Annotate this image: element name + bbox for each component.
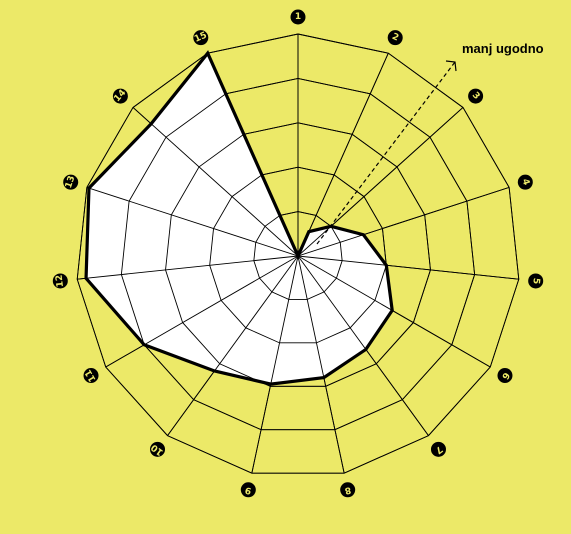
- web-spoke-9: [251, 255, 299, 474]
- data-point-13: [87, 186, 91, 190]
- web-spoke-12: [77, 255, 299, 280]
- direction-arrow: [316, 61, 456, 245]
- svg-text:15: 15: [193, 31, 209, 45]
- data-point-14: [149, 122, 153, 125]
- svg-text:13: 13: [64, 175, 77, 190]
- data-point-12: [84, 277, 88, 280]
- data-point-15: [206, 51, 209, 55]
- axis-label-15: 15: [193, 30, 209, 46]
- data-point-6: [391, 309, 394, 312]
- svg-text:1: 1: [295, 12, 301, 22]
- data-point-2: [307, 230, 311, 233]
- annotation-label: manj ugodno: [462, 41, 544, 56]
- web-ring-2: [209, 166, 387, 344]
- svg-text:11: 11: [84, 368, 99, 384]
- axis-label-8: 8: [340, 482, 356, 498]
- web-ring-4: [120, 77, 476, 431]
- axis-label-1: 1: [290, 9, 306, 25]
- data-point-10: [213, 369, 216, 373]
- axis-label-10: 10: [150, 442, 166, 457]
- data-point-1: [296, 254, 300, 258]
- svg-text:3: 3: [470, 90, 482, 101]
- axis-label-11: 11: [83, 368, 99, 384]
- axis-label-3: 3: [468, 88, 484, 104]
- web-spoke-14: [132, 107, 299, 257]
- web-spoke-3: [297, 107, 464, 257]
- data-area-layer: [86, 53, 393, 385]
- web-ring-5: [76, 33, 520, 474]
- web-ring-3: [165, 122, 431, 387]
- axis-label-2: 2: [387, 30, 403, 46]
- svg-text:7: 7: [433, 443, 444, 455]
- data-point-8: [322, 376, 326, 379]
- data-point-4: [362, 233, 365, 236]
- web-spoke-11: [105, 255, 299, 368]
- svg-text:9: 9: [244, 484, 252, 495]
- web-ring-1: [253, 211, 343, 300]
- data-point-5: [385, 264, 388, 267]
- web-spoke-4: [297, 186, 510, 257]
- axis-label-9: 9: [240, 482, 256, 498]
- web-spoke-2: [297, 53, 389, 257]
- svg-text:10: 10: [150, 442, 166, 457]
- data-point-11: [142, 343, 146, 346]
- data-point-7: [364, 348, 368, 351]
- svg-text:4: 4: [520, 178, 531, 187]
- web-spoke-5: [297, 255, 519, 280]
- axis-label-4: 4: [517, 174, 533, 190]
- axis-label-14: 14: [112, 88, 128, 104]
- svg-text:8: 8: [344, 484, 352, 495]
- axis-label-7: 7: [430, 441, 446, 457]
- svg-text:6: 6: [499, 370, 511, 380]
- data-outline: [84, 50, 394, 386]
- direction-arrow-head: [445, 60, 457, 72]
- web-spoke-10: [167, 255, 299, 436]
- axis-label-12: 12: [52, 273, 68, 289]
- data-area: [86, 53, 393, 385]
- data-point-9: [269, 382, 272, 386]
- svg-text:12: 12: [55, 274, 66, 288]
- web-spoke-13: [86, 186, 299, 257]
- axis-label-5: 5: [528, 273, 544, 289]
- svg-text:14: 14: [112, 88, 128, 104]
- inner-web-layer: [76, 33, 520, 474]
- svg-text:2: 2: [390, 32, 400, 44]
- svg-text:5: 5: [530, 277, 541, 284]
- annotation-group: manj ugodno: [316, 41, 544, 245]
- web-spoke-7: [297, 255, 429, 436]
- web-spoke-8: [297, 255, 345, 474]
- web-spoke-6: [297, 255, 491, 368]
- axis-label-13: 13: [63, 175, 79, 190]
- axis-label-6: 6: [497, 368, 513, 383]
